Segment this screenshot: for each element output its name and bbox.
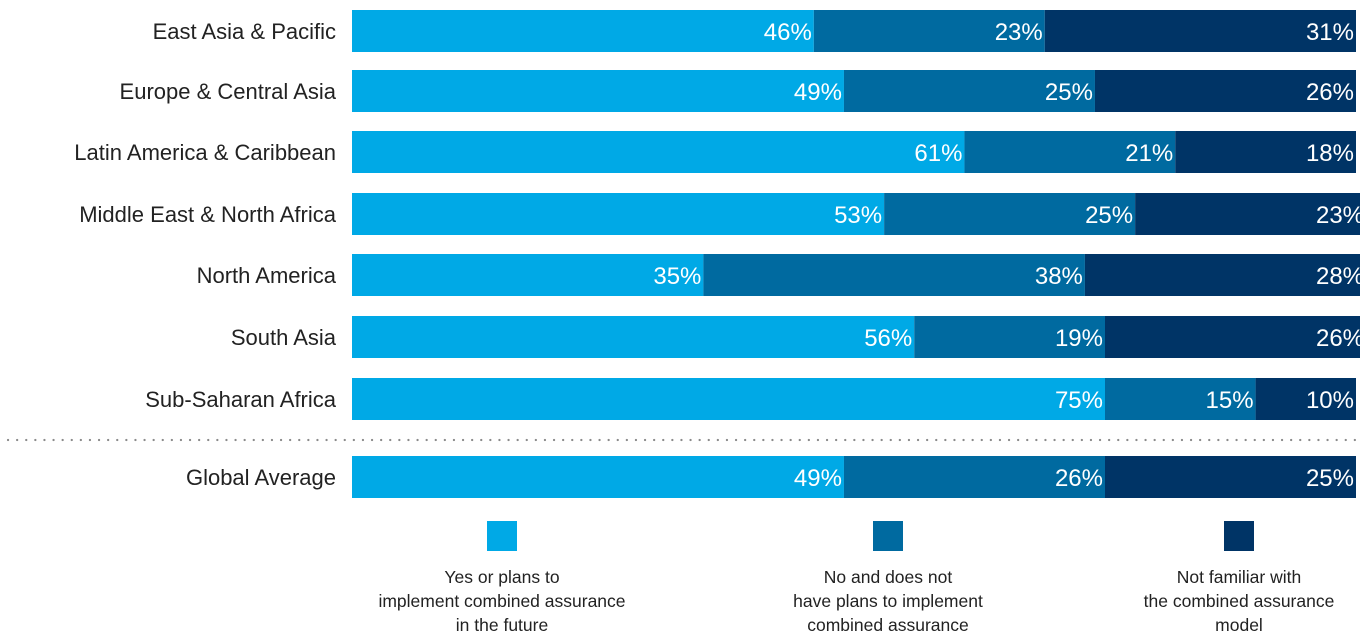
data-label-middle-east-and-north-africa-series-2: 25%	[1085, 202, 1133, 229]
category-label-middle-east-and-north-africa: Middle East & North Africa	[79, 202, 337, 227]
data-label-south-asia-series-1: 56%	[864, 325, 912, 352]
data-label-global-average-series-1: 49%	[794, 465, 842, 492]
data-label-sub-saharan-africa-series-2: 15%	[1206, 387, 1254, 414]
data-label-europe-and-central-asia-series-1: 49%	[794, 79, 842, 106]
category-label-north-america: North America	[197, 263, 337, 288]
bar-segment-east-asia-and-pacific-series-3	[1044, 10, 1356, 52]
bar-segment-north-america-series-2	[703, 254, 1085, 296]
bar-segment-europe-and-central-asia-series-2	[843, 70, 1095, 112]
data-label-middle-east-and-north-africa-series-3: 23%	[1316, 202, 1360, 229]
legend-swatch-series-2	[873, 521, 903, 551]
data-label-europe-and-central-asia-series-2: 25%	[1045, 79, 1093, 106]
data-label-north-america-series-2: 38%	[1035, 263, 1083, 290]
data-label-south-asia-series-2: 19%	[1055, 325, 1103, 352]
data-label-latin-america-and-caribbean-series-2: 21%	[1125, 140, 1173, 167]
data-label-south-asia-series-3: 26%	[1316, 325, 1360, 352]
data-label-global-average-series-3: 25%	[1306, 465, 1354, 492]
bar-segment-europe-and-central-asia-series-3	[1094, 70, 1356, 112]
bar-segment-sub-saharan-africa-series-2	[1105, 378, 1256, 420]
bar-segment-north-america-series-1	[352, 254, 704, 296]
bar-segment-south-asia-series-1	[352, 316, 915, 358]
bar-segment-middle-east-and-north-africa-series-2	[884, 193, 1136, 235]
category-label-global-average: Global Average	[186, 465, 336, 490]
data-label-europe-and-central-asia-series-3: 26%	[1306, 79, 1354, 106]
legend-label-series-1: Yes or plans to implement combined assura…	[378, 567, 625, 635]
bar-segment-east-asia-and-pacific-series-2	[813, 10, 1045, 52]
data-label-latin-america-and-caribbean-series-3: 18%	[1306, 140, 1354, 167]
data-label-latin-america-and-caribbean-series-1: 61%	[914, 140, 962, 167]
data-label-north-america-series-3: 28%	[1316, 263, 1360, 290]
bar-segment-latin-america-and-caribbean-series-1	[352, 131, 965, 173]
data-label-global-average-series-2: 26%	[1055, 465, 1103, 492]
bar-segment-global-average-series-2	[843, 456, 1105, 498]
bar-segment-sub-saharan-africa-series-1	[352, 378, 1105, 420]
legend-label-series-2: No and does not have plans to implement co…	[793, 567, 983, 635]
bar-segment-sub-saharan-africa-series-3	[1255, 378, 1356, 420]
data-label-north-america-series-1: 35%	[653, 263, 701, 290]
bar-segment-south-asia-series-2	[914, 316, 1105, 358]
data-label-east-asia-and-pacific-series-3: 31%	[1306, 19, 1354, 46]
bar-segment-north-america-series-3	[1084, 254, 1360, 296]
bar-segment-east-asia-and-pacific-series-1	[352, 10, 814, 52]
bar-segment-south-asia-series-3	[1105, 316, 1360, 358]
data-label-sub-saharan-africa-series-3: 10%	[1306, 387, 1354, 414]
data-label-middle-east-and-north-africa-series-1: 53%	[834, 202, 882, 229]
category-label-east-asia-and-pacific: East Asia & Pacific	[153, 19, 336, 44]
bar-segment-global-average-series-3	[1105, 456, 1356, 498]
data-label-east-asia-and-pacific-series-1: 46%	[764, 19, 812, 46]
bar-segment-latin-america-and-caribbean-series-2	[964, 131, 1176, 173]
category-label-latin-america-and-caribbean: Latin America & Caribbean	[74, 140, 336, 165]
data-label-sub-saharan-africa-series-1: 75%	[1055, 387, 1103, 414]
bar-segment-global-average-series-1	[352, 456, 844, 498]
bar-segment-europe-and-central-asia-series-1	[352, 70, 844, 112]
category-label-sub-saharan-africa: Sub-Saharan Africa	[145, 387, 337, 412]
legend-swatch-series-1	[487, 521, 517, 551]
bar-segment-middle-east-and-north-africa-series-3	[1135, 193, 1360, 235]
category-label-europe-and-central-asia: Europe & Central Asia	[120, 79, 337, 104]
data-label-east-asia-and-pacific-series-2: 23%	[995, 19, 1043, 46]
legend-label-series-3: Not familiar with the combined assurance m…	[1144, 567, 1335, 635]
bar-segment-latin-america-and-caribbean-series-3	[1175, 131, 1356, 173]
category-label-south-asia: South Asia	[231, 325, 337, 350]
legend-swatch-series-3	[1224, 521, 1254, 551]
bar-segment-middle-east-and-north-africa-series-1	[352, 193, 885, 235]
